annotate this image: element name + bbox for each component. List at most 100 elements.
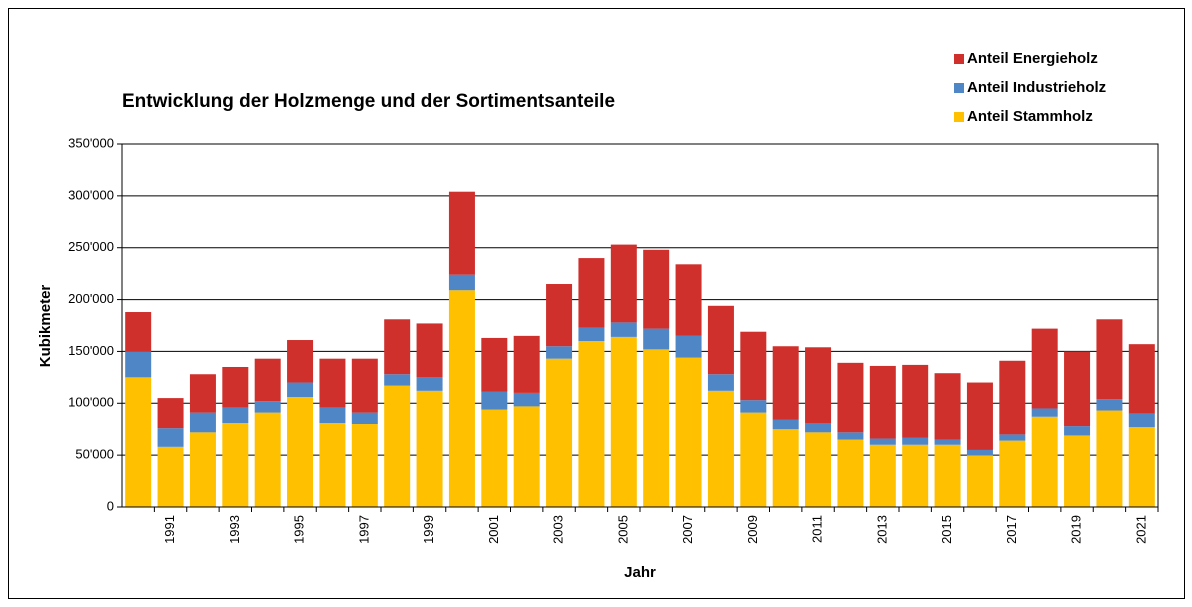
bar-segment (999, 440, 1026, 507)
legend-swatch (954, 83, 964, 93)
bar-segment (772, 419, 799, 430)
bar-segment (157, 398, 184, 429)
bar-segment (416, 377, 443, 391)
x-tick-label: 1993 (227, 515, 242, 544)
bar-segment (1096, 319, 1123, 400)
bar-segment (1031, 416, 1058, 507)
bar-segment (902, 444, 929, 507)
bar-segment (707, 305, 734, 375)
x-tick-label: 2019 (1069, 515, 1084, 544)
bar-segment (837, 362, 864, 433)
bar-segment (351, 358, 378, 413)
bar-segment (1128, 427, 1155, 507)
bar-segment (1128, 344, 1155, 414)
x-tick-label: 2007 (680, 515, 695, 544)
legend-label: Anteil Industrieholz (967, 79, 1106, 96)
bar-segment (707, 374, 734, 391)
plot-border (121, 143, 1159, 508)
bar-segment (1064, 351, 1091, 427)
bar-segment (1031, 328, 1058, 409)
bar-segment (740, 400, 767, 413)
bar-segment (319, 358, 346, 408)
bar-segment (934, 439, 961, 445)
x-tick-label: 1997 (356, 515, 371, 544)
bar-segment (125, 377, 152, 507)
x-tick-label: 2003 (551, 515, 566, 544)
bar-segment (448, 191, 475, 275)
bar-segment (125, 351, 152, 378)
bar-segment (805, 347, 832, 423)
bar-segment (125, 312, 152, 352)
bar-segment (254, 401, 281, 413)
bar-segment (643, 328, 670, 350)
x-tick-label: 2001 (486, 515, 501, 544)
bar-segment (384, 374, 411, 386)
bar-segment (1064, 435, 1091, 507)
bar-segment (902, 437, 929, 445)
x-tick-label: 2005 (615, 515, 630, 544)
bar-segment (869, 438, 896, 445)
bar-segment (513, 335, 540, 393)
bar-segment (287, 382, 314, 398)
bar-segment (1031, 408, 1058, 417)
bar-segment (837, 439, 864, 507)
bar-segment (578, 341, 605, 507)
x-tick-label: 2015 (939, 515, 954, 544)
x-tick-label: 2013 (874, 515, 889, 544)
bar-segment (254, 358, 281, 402)
bar-segment (578, 258, 605, 328)
y-tick-label: 300'000 (68, 187, 114, 202)
bar-segment (222, 407, 249, 423)
bar-segment (513, 392, 540, 407)
bar-segment (837, 432, 864, 440)
chart-title: Entwicklung der Holzmenge und der Sortim… (122, 91, 615, 112)
bar-segment (610, 322, 637, 337)
bar-segment (772, 429, 799, 507)
bar-segment (675, 357, 702, 507)
frame (8, 8, 1185, 599)
bar-segment (805, 432, 832, 507)
bar-segment (869, 365, 896, 439)
bar-segment (384, 319, 411, 375)
bar-segment (643, 349, 670, 507)
bar-segment (481, 409, 508, 507)
bar-segment (1096, 410, 1123, 507)
bar-segment (546, 358, 573, 507)
bar-segment (287, 340, 314, 383)
legend-label: Anteil Stammholz (967, 108, 1093, 125)
bar-segment (999, 434, 1026, 441)
bar-segment (384, 385, 411, 507)
bar-segment (934, 373, 961, 440)
bar-segment (319, 407, 346, 423)
legend-swatch (954, 112, 964, 122)
bar-segment (740, 412, 767, 507)
bar-segment (254, 412, 281, 507)
bar-segment (740, 331, 767, 401)
bar-segment (805, 422, 832, 433)
x-axis-label: Jahr (624, 564, 656, 581)
y-tick-label: 0 (107, 498, 114, 513)
bar-segment (513, 406, 540, 507)
bar-segment (481, 391, 508, 410)
bar-segment (966, 382, 993, 450)
bar-segment (610, 336, 637, 507)
bar-segment (999, 360, 1026, 435)
bar-segment (966, 455, 993, 507)
bar-segment (546, 284, 573, 347)
x-tick-label: 2011 (810, 515, 825, 543)
bar-segment (966, 449, 993, 456)
y-axis-label: Kubikmeter (37, 285, 54, 368)
y-tick-label: 200'000 (68, 291, 114, 306)
bar-segment (675, 264, 702, 336)
legend-label: Anteil Energieholz (967, 50, 1098, 67)
bar-segment (189, 432, 216, 507)
bar-segment (578, 327, 605, 342)
y-tick-label: 100'000 (68, 395, 114, 410)
x-tick-label: 1991 (162, 515, 177, 544)
x-tick-label: 2009 (745, 515, 760, 544)
bar-segment (448, 290, 475, 507)
y-tick-label: 50'000 (75, 447, 114, 462)
bar-segment (157, 428, 184, 447)
y-tick-label: 150'000 (68, 343, 114, 358)
